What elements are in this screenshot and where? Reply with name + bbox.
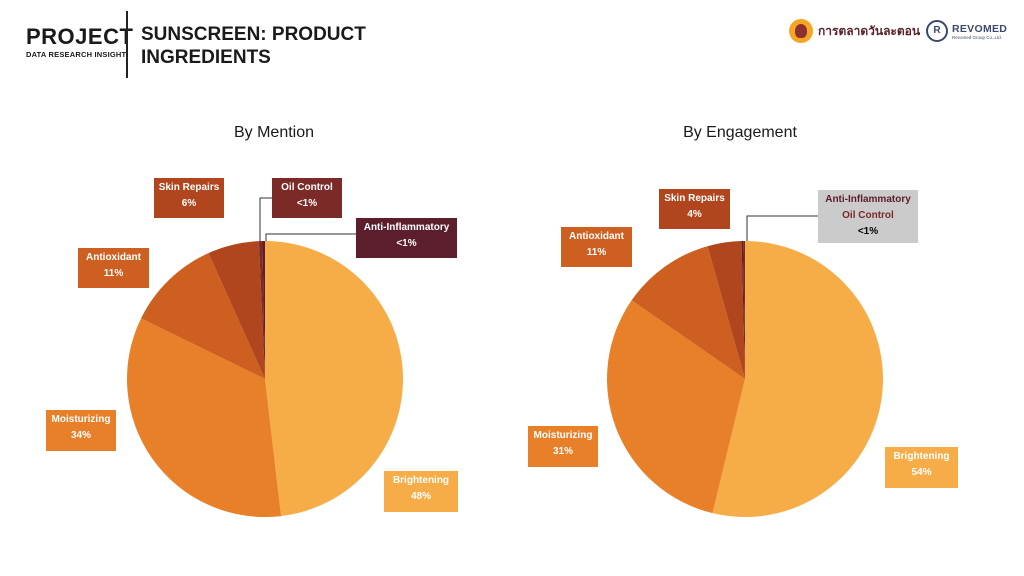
data-label-value: 11% (586, 247, 607, 258)
chart-title-engagement: By Engagement (683, 124, 797, 141)
data-label-name: Brightening (392, 475, 450, 486)
data-label-name: Anti-Inflammatory (363, 222, 450, 233)
data-label-name: Oil Control (842, 210, 894, 221)
data-label-name: Skin Repairs (664, 193, 725, 204)
data-label-value: 11% (103, 268, 124, 279)
data-label-0-brightening: Brightening 48% (384, 471, 458, 512)
pie-slice-0-moisturizing (126, 318, 282, 518)
data-label-0-skin-repairs: Skin Repairs 6% (154, 178, 224, 218)
leader-line-0-1 (265, 233, 356, 241)
data-label-1-moisturizing: Moisturizing 31% (528, 426, 598, 467)
data-label-value: 6% (181, 198, 197, 209)
page-title-line1: SUNSCREEN: PRODUCT (141, 24, 366, 45)
revomed-logo-icon: R (926, 20, 948, 42)
logo-talad: การตลาดวันละตอน (789, 19, 920, 43)
data-label-name: Antioxidant (86, 252, 141, 263)
page-title-line2: INGREDIENTS (141, 47, 271, 68)
talad-logo-icon (789, 19, 813, 43)
leader-line-0-0 (259, 197, 272, 241)
data-label-value: <1% (857, 226, 879, 237)
data-label-1-skin-repairs: Skin Repairs 4% (659, 189, 730, 229)
data-label-0-anti-inflammatory: Anti-Inflammatory <1% (356, 218, 457, 258)
revomed-logo-subtext: Revomed Group Co.,Ltd. (952, 34, 1003, 40)
revomed-logo-text: REVOMED (952, 22, 1008, 35)
header-divider (126, 11, 128, 78)
data-label-name: Moisturizing (51, 414, 111, 425)
data-label-1-combined: Anti-Inflammatory Oil Control <1% (818, 190, 918, 243)
data-label-name: Moisturizing (533, 430, 593, 441)
pie-slice-0-oil-control (258, 241, 265, 379)
pie-slice-1-oil-control (743, 241, 745, 379)
leader-line-1-0 (746, 215, 818, 241)
page-title: SUNSCREEN: PRODUCT INGREDIENTS (141, 23, 441, 69)
data-label-value: 31% (552, 446, 573, 457)
pie-slice-1-moisturizing (607, 300, 745, 514)
data-label-name: Oil Control (281, 182, 333, 193)
pie-slice-1-anti-inflammatory (741, 241, 745, 379)
data-label-0-antioxidant: Antioxidant 11% (78, 248, 149, 288)
pie-slice-1-brightening (712, 241, 884, 517)
data-label-value: 48% (410, 491, 431, 502)
data-label-value: <1% (296, 198, 318, 209)
pie-slice-1-skin-repairs (707, 241, 745, 379)
data-label-1-antioxidant: Antioxidant 11% (561, 227, 632, 267)
data-label-0-oil-control: Oil Control <1% (272, 178, 342, 218)
data-label-name: Antioxidant (569, 231, 624, 242)
header: PROJECT DATA RESEARCH INSIGHT SUNSCREEN:… (0, 0, 1024, 90)
pie-slice-0-brightening (265, 241, 404, 517)
data-label-value: 4% (687, 209, 702, 220)
data-label-name: Anti-Inflammatory (825, 194, 911, 205)
data-label-name: Skin Repairs (158, 182, 220, 193)
pie-slice-0-antioxidant (141, 253, 265, 379)
talad-logo-text: การตลาดวันละตอน (818, 23, 921, 38)
pie-slice-0-anti-inflammatory (262, 241, 265, 379)
logo-revomed: R REVOMED Revomed Group Co.,Ltd. (926, 20, 1007, 42)
chart-title-mention: By Mention (233, 124, 315, 141)
pie-slice-1-antioxidant (631, 246, 745, 379)
brand-subtitle: DATA RESEARCH INSIGHT (26, 50, 127, 59)
data-label-value: 54% (911, 467, 932, 478)
data-label-1-brightening: Brightening 54% (885, 447, 958, 488)
data-label-name: Brightening (893, 451, 950, 462)
data-label-value: <1% (396, 238, 417, 249)
pie-slice-0-skin-repairs (208, 241, 265, 379)
brand-title: PROJECT (26, 24, 134, 49)
data-label-0-moisturizing: Moisturizing 34% (46, 410, 116, 451)
data-label-value: 34% (70, 430, 91, 441)
